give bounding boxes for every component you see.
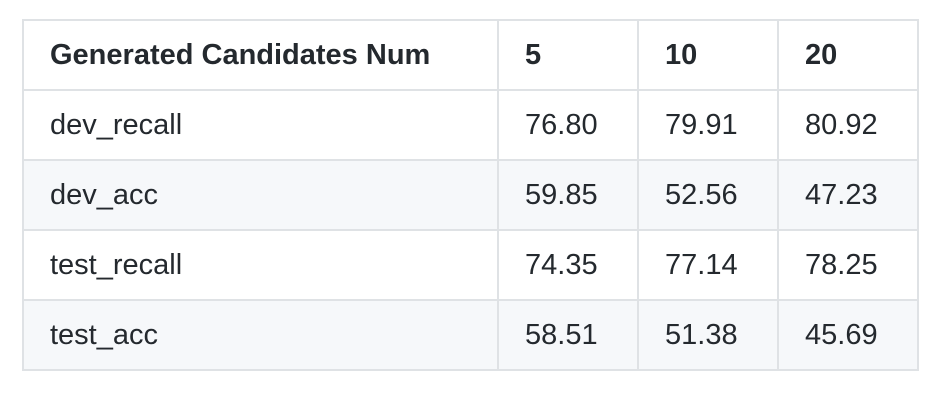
row-label-cell: dev_acc bbox=[22, 159, 499, 231]
value-cell: 52.56 bbox=[637, 159, 779, 231]
value-cell: 45.69 bbox=[777, 299, 919, 371]
table-body: dev_recall 76.80 79.91 80.92 dev_acc 59.… bbox=[22, 89, 919, 371]
table-row: dev_recall 76.80 79.91 80.92 bbox=[22, 89, 919, 161]
value-cell: 78.25 bbox=[777, 229, 919, 301]
table-header: Generated Candidates Num 5 10 20 bbox=[22, 19, 919, 91]
row-label-cell: test_recall bbox=[22, 229, 499, 301]
table-row: test_recall 74.35 77.14 78.25 bbox=[22, 229, 919, 301]
table-row: dev_acc 59.85 52.56 47.23 bbox=[22, 159, 919, 231]
header-row: Generated Candidates Num 5 10 20 bbox=[22, 19, 919, 91]
value-cell: 80.92 bbox=[777, 89, 919, 161]
header-cell-10: 10 bbox=[637, 19, 779, 91]
value-cell: 59.85 bbox=[497, 159, 639, 231]
value-cell: 77.14 bbox=[637, 229, 779, 301]
header-cell-candidates-num: Generated Candidates Num bbox=[22, 19, 499, 91]
value-cell: 51.38 bbox=[637, 299, 779, 371]
header-cell-20: 20 bbox=[777, 19, 919, 91]
value-cell: 79.91 bbox=[637, 89, 779, 161]
table-row: test_acc 58.51 51.38 45.69 bbox=[22, 299, 919, 371]
value-cell: 58.51 bbox=[497, 299, 639, 371]
value-cell: 47.23 bbox=[777, 159, 919, 231]
value-cell: 74.35 bbox=[497, 229, 639, 301]
value-cell: 76.80 bbox=[497, 89, 639, 161]
row-label-cell: dev_recall bbox=[22, 89, 499, 161]
row-label-cell: test_acc bbox=[22, 299, 499, 371]
header-cell-5: 5 bbox=[497, 19, 639, 91]
results-table: Generated Candidates Num 5 10 20 dev_rec… bbox=[22, 19, 919, 371]
